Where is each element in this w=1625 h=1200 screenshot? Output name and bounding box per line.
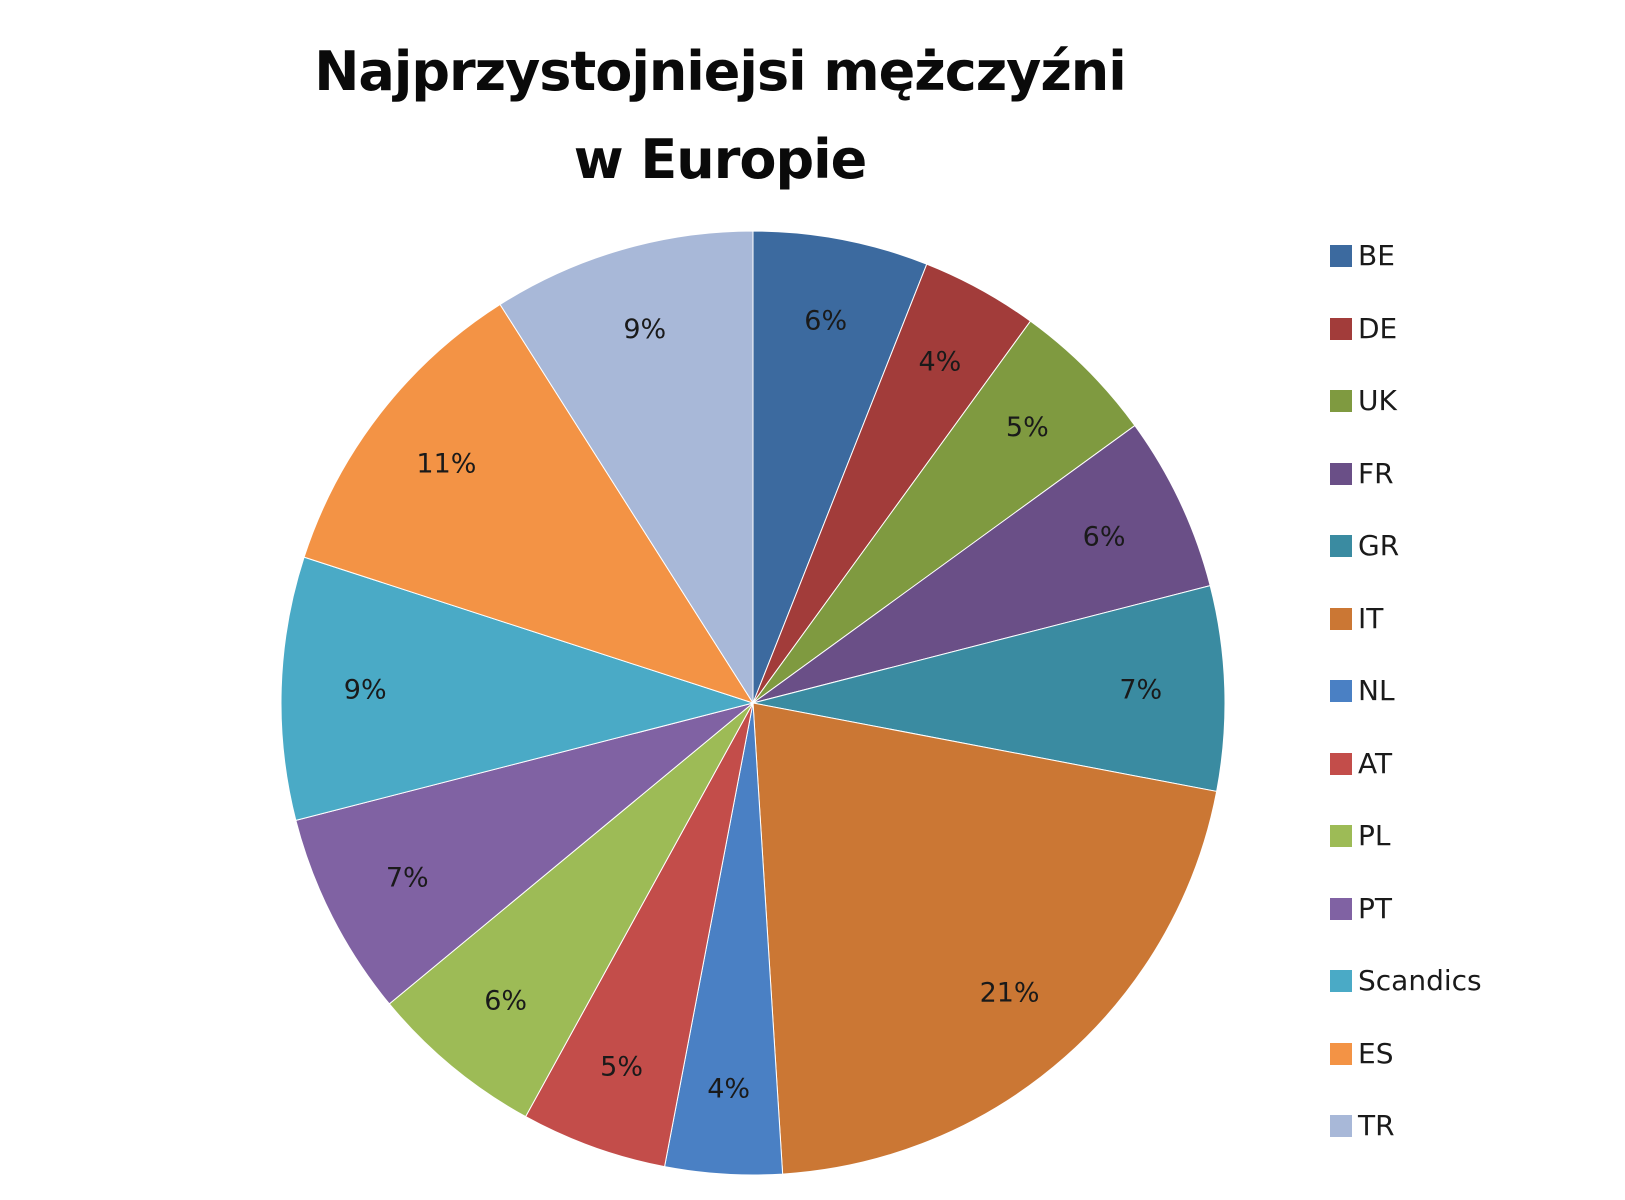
legend-label: NL [1358, 674, 1395, 707]
legend-label: TR [1358, 1109, 1395, 1142]
slice-label-uk: 5% [1006, 412, 1049, 443]
legend-label: AT [1358, 746, 1393, 780]
legend-swatch [1330, 1115, 1352, 1137]
legend-item-tr: TR [1330, 1102, 1482, 1175]
legend-item-scandics: Scandics [1330, 957, 1482, 1030]
pie-slice-es [303, 303, 755, 704]
legend-item-be: BE [1330, 232, 1482, 305]
legend-swatch [1330, 970, 1352, 992]
legend-label: Scandics [1358, 964, 1482, 997]
pie-slice-pt [295, 702, 754, 1005]
legend: BE DE UK FR GR IT NL AT PL PT Scandics ES TR [1330, 232, 1482, 1175]
legend-item-pt: PT [1330, 885, 1482, 958]
legend-item-nl: NL [1330, 667, 1482, 740]
chart-title: Najprzystojniejsi mężczyźni w Europie [250, 28, 1190, 204]
pie-slice-at [524, 702, 754, 1168]
legend-label: DE [1358, 311, 1398, 345]
pie-slice-scandics [280, 556, 755, 821]
slice-label-gr: 7% [1119, 674, 1162, 705]
legend-item-es: ES [1330, 1030, 1482, 1103]
legend-label: BE [1358, 239, 1395, 272]
pie-slice-it [752, 702, 1218, 1175]
pie-slice-pl [388, 702, 754, 1118]
pie-slice-be [752, 230, 928, 704]
slice-label-it: 21% [980, 978, 1040, 1009]
pie-slice-uk [752, 320, 1136, 704]
legend-swatch [1330, 462, 1352, 485]
legend-swatch [1330, 390, 1352, 412]
legend-label: IT [1358, 601, 1384, 635]
pie-slice-tr [499, 230, 754, 705]
slice-label-pl: 6% [484, 985, 527, 1016]
legend-item-it: IT [1330, 595, 1482, 668]
legend-swatch [1330, 897, 1352, 920]
legend-item-at: AT [1330, 740, 1482, 813]
legend-swatch [1330, 607, 1352, 630]
legend-label: PT [1358, 891, 1392, 925]
chart-title-line-2: w Europie [573, 128, 868, 191]
legend-swatch [1330, 752, 1352, 775]
legend-swatch [1330, 825, 1352, 847]
legend-label: ES [1358, 1036, 1394, 1070]
legend-item-fr: FR [1330, 450, 1482, 523]
slice-label-pt: 7% [386, 863, 429, 894]
slice-label-es: 11% [416, 449, 476, 480]
legend-label: UK [1358, 384, 1397, 417]
slice-label-tr: 9% [623, 314, 666, 345]
slice-label-de: 4% [918, 346, 961, 377]
legend-item-de: DE [1330, 305, 1482, 378]
slice-label-nl: 4% [707, 1074, 750, 1105]
pie-labels: 6% 4% 5% 6% 7% 21% 4% 5% 6% 7% 9% 11% 9% [344, 305, 1162, 1104]
legend-item-uk: UK [1330, 377, 1482, 450]
pie-slice-fr [752, 424, 1211, 704]
chart-title-line-1: Najprzystojniejsi mężczyźni [314, 40, 1127, 103]
legend-swatch [1330, 1042, 1352, 1065]
legend-swatch [1330, 535, 1352, 557]
legend-item-gr: GR [1330, 522, 1482, 595]
slice-label-at: 5% [600, 1052, 643, 1083]
legend-label: FR [1358, 456, 1394, 490]
legend-swatch [1330, 317, 1352, 340]
pie-slice-gr [752, 585, 1226, 793]
slice-label-scandics: 9% [344, 674, 387, 705]
pie-slices [280, 230, 1226, 1176]
slice-label-fr: 6% [1083, 521, 1126, 552]
legend-swatch [1330, 680, 1352, 702]
legend-swatch [1330, 245, 1352, 267]
legend-label: PL [1358, 819, 1391, 852]
legend-label: GR [1358, 529, 1400, 562]
legend-item-pl: PL [1330, 812, 1482, 885]
slice-label-be: 6% [804, 305, 847, 336]
